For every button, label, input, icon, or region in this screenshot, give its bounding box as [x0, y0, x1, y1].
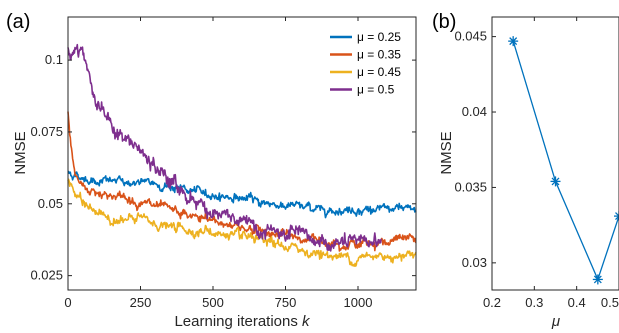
panel-a-letter: (a)	[6, 11, 30, 33]
legend-label: μ = 0.25	[357, 30, 401, 44]
y-tick-label: 0.1	[45, 52, 63, 67]
panel-b-letter: (b)	[432, 11, 456, 33]
data-point-marker	[592, 274, 603, 285]
panel-a-y-axis-label: NMSE	[12, 131, 29, 174]
x-tick-label: 250	[130, 295, 152, 310]
panel-b-plot	[508, 36, 619, 285]
panel-b-y-axis-label: NMSE	[438, 131, 455, 174]
panel-b: (b) 0.2 0.3 0.4 0.5 0.03 0.035 0.04 0.045 μ NMS…	[432, 11, 619, 330]
nmse-line	[512, 40, 619, 282]
panel-a-axes-box	[67, 16, 417, 291]
panel-b-ticks: 0.2 0.3 0.4 0.5 0.03 0.035 0.04 0.045	[454, 17, 619, 310]
y-tick-label: 0.03	[462, 255, 487, 270]
x-tick-label: 0.2	[483, 295, 501, 310]
data-point-marker	[550, 176, 561, 187]
panel-b-axes-box	[491, 16, 619, 291]
y-tick-label: 0.04	[462, 104, 487, 119]
series-line-0	[67, 170, 417, 219]
y-tick-label: 0.075	[30, 124, 63, 139]
legend-label: μ = 0.5	[357, 83, 395, 97]
panel-a-legend: μ = 0.25 μ = 0.35 μ = 0.45 μ = 0.5	[324, 25, 412, 99]
panel-a-ticks: 0 250 500 750 1000 0.025 0.05 0.075 0.1	[30, 17, 416, 310]
x-tick-label: 750	[275, 295, 297, 310]
x-tick-label: 0.4	[568, 295, 586, 310]
legend-label: μ = 0.45	[357, 65, 401, 79]
panel-b-x-axis-label: μ	[551, 313, 560, 330]
series-line-1	[67, 111, 417, 252]
y-tick-label: 0.045	[454, 29, 487, 44]
legend-label: μ = 0.35	[357, 48, 401, 62]
data-point-marker	[614, 211, 619, 222]
data-point-marker	[508, 36, 519, 47]
x-tick-label: 500	[202, 295, 224, 310]
panel-a-lines	[67, 43, 417, 267]
y-tick-label: 0.025	[30, 268, 63, 283]
x-tick-label: 0.3	[525, 295, 543, 310]
series-line-2	[67, 178, 417, 267]
y-tick-label: 0.05	[38, 196, 63, 211]
x-tick-label: 0	[64, 295, 71, 310]
x-tick-label: 1000	[344, 295, 373, 310]
x-tick-label: 0.5	[601, 295, 619, 310]
y-tick-label: 0.035	[454, 179, 487, 194]
panel-a: (a) 0 250 500 750 1000 0.025 0.05 0.075 0.1 Lear…	[6, 11, 417, 330]
series-line-3	[67, 43, 382, 252]
panel-a-x-axis-label: Learning iterations k	[174, 313, 311, 330]
